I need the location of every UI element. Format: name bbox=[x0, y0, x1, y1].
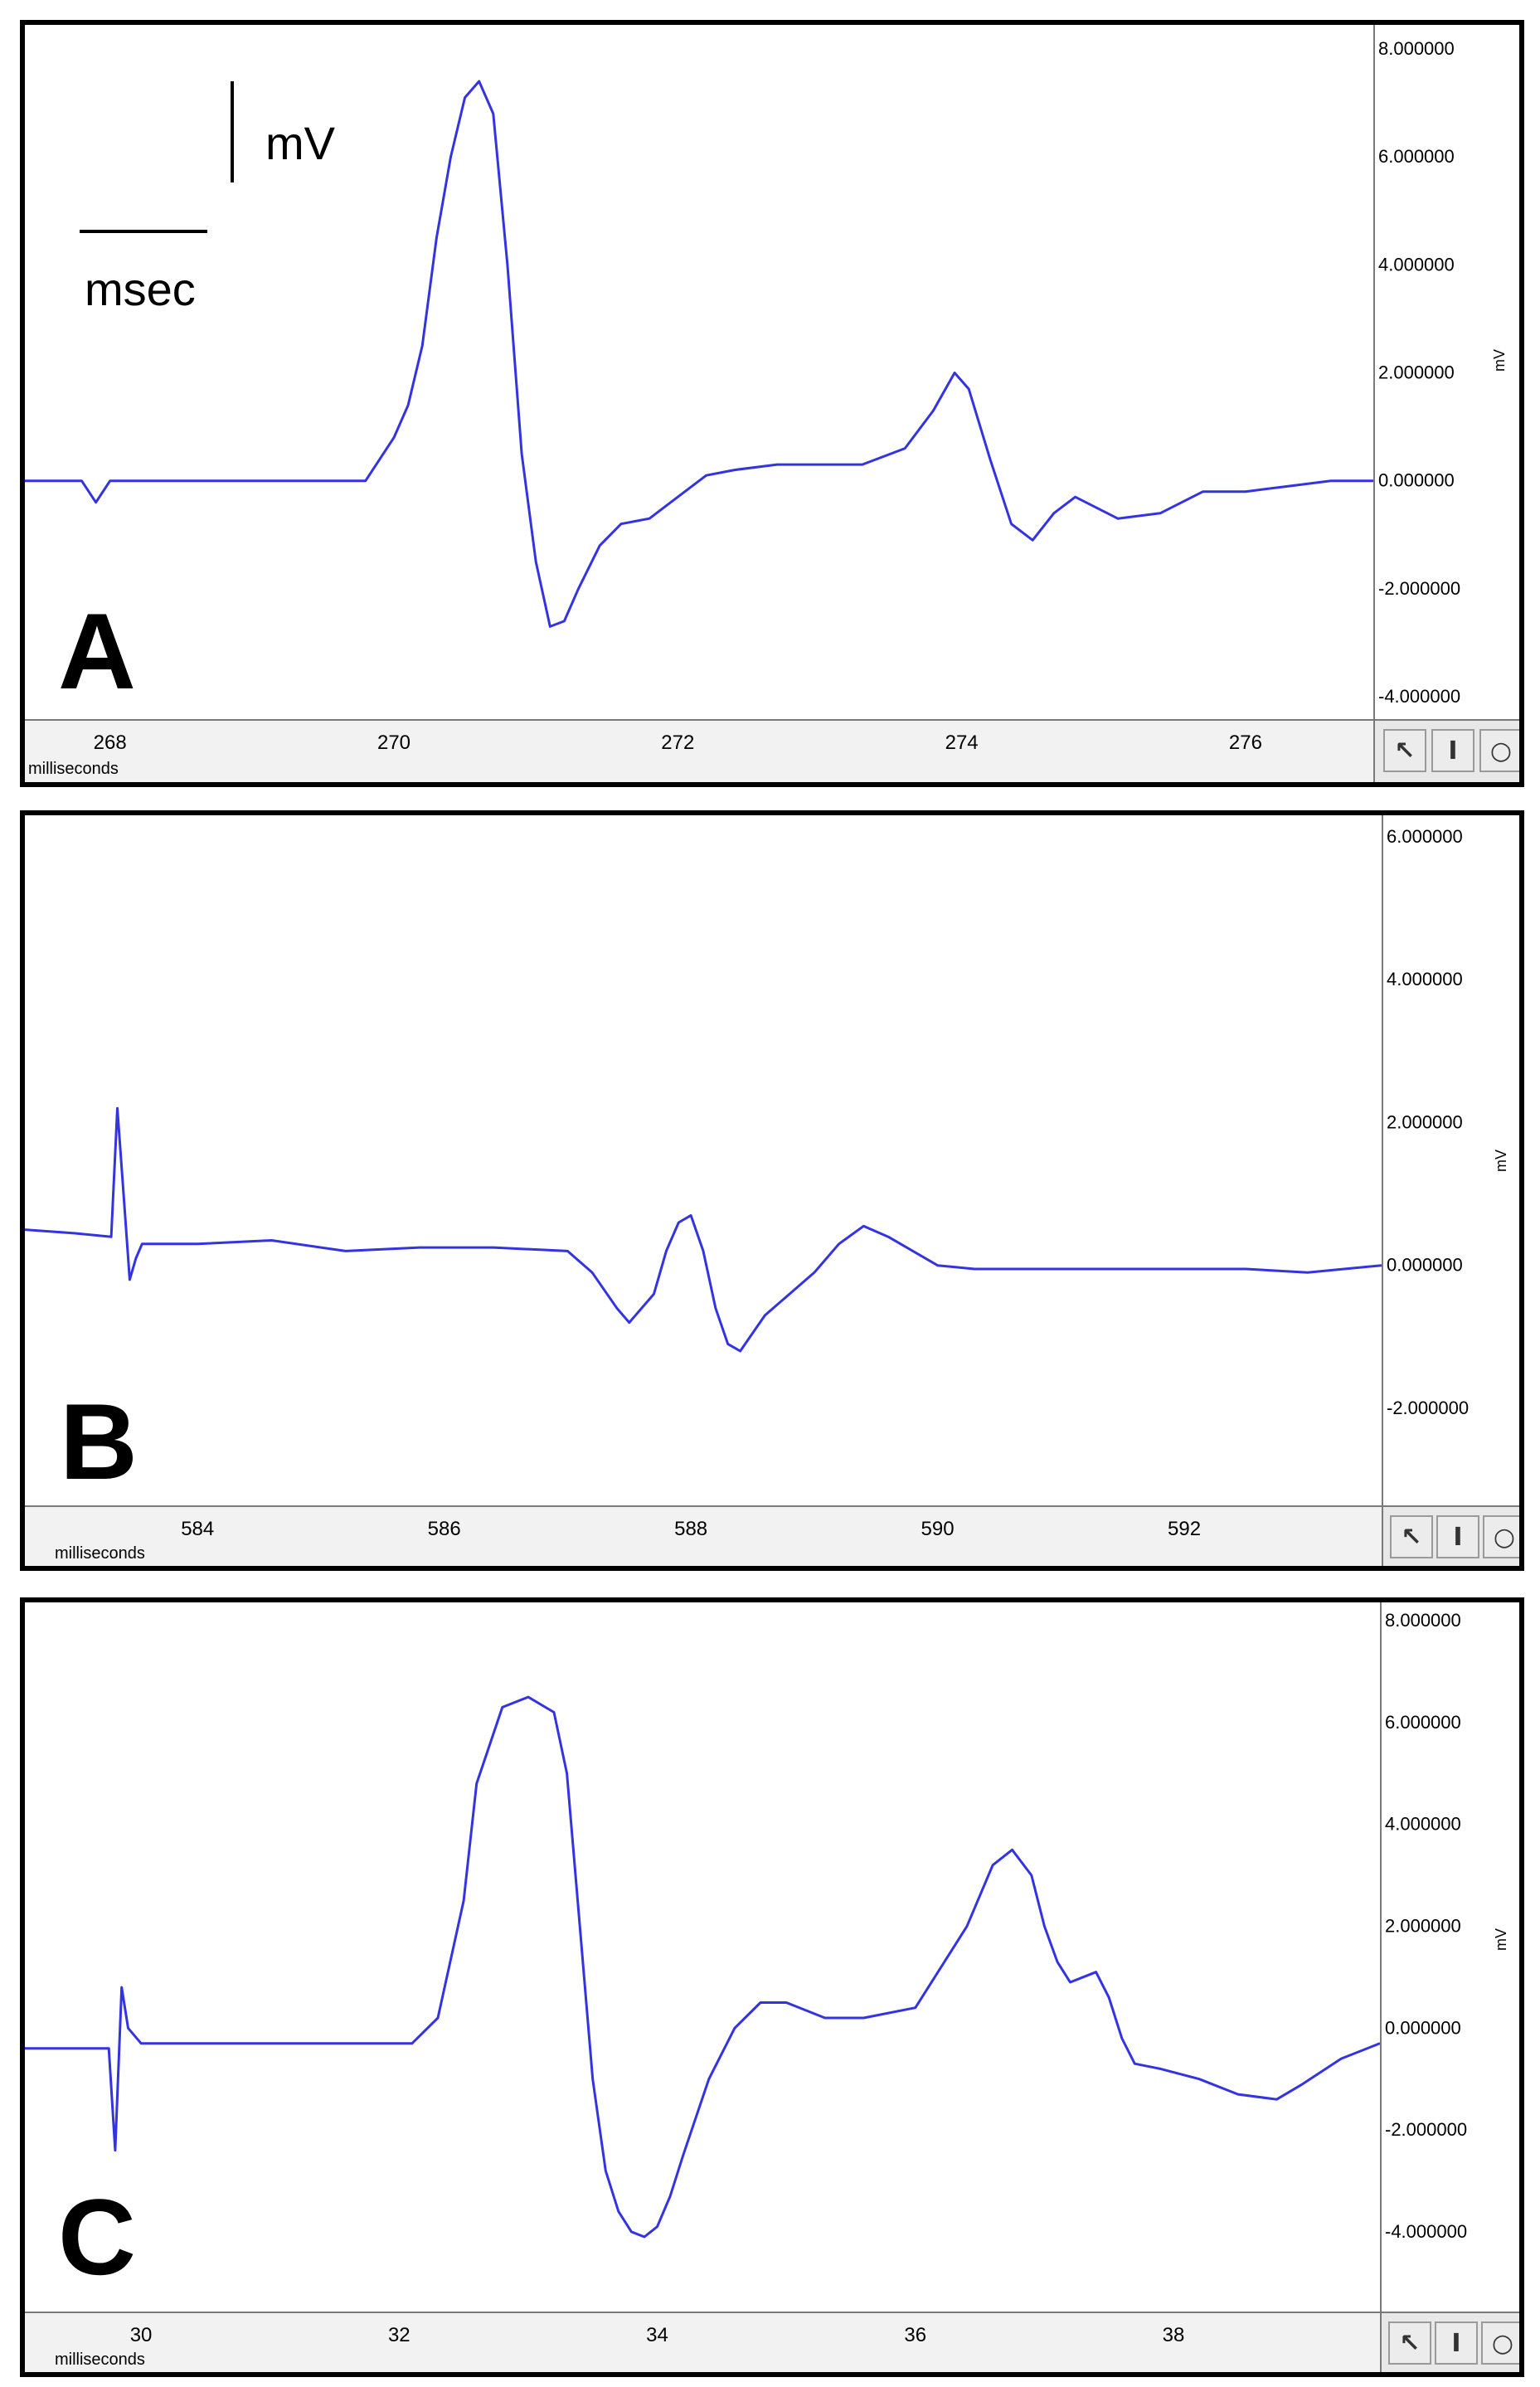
x-axis-label: milliseconds bbox=[55, 1544, 145, 1563]
x-tick-label: 586 bbox=[428, 1518, 461, 1540]
y-tick-label: 6.000000 bbox=[1378, 146, 1455, 167]
x-axis: 30 32 34 36 38 milliseconds bbox=[25, 2312, 1380, 2372]
text-cursor-icon[interactable]: I bbox=[1436, 1515, 1479, 1558]
x-axis-svg: 584 586 588 590 592 milliseconds bbox=[55, 1518, 1201, 1563]
x-tick-label: 588 bbox=[674, 1518, 707, 1540]
x-tick-labels: 584 586 588 590 592 bbox=[181, 1518, 1201, 1540]
trace-line bbox=[25, 1695, 1380, 2239]
plot-area: B bbox=[25, 815, 1382, 1505]
panel-letter: B bbox=[60, 1381, 138, 1502]
panel-letter: C bbox=[58, 2176, 136, 2297]
x-tick-label: 32 bbox=[388, 2324, 411, 2346]
x-tick-label: 276 bbox=[1229, 732, 1262, 754]
x-axis-svg: 268 270 272 274 276 milliseconds bbox=[28, 732, 1262, 778]
arrow-cursor-icon[interactable]: ↖ bbox=[1390, 1515, 1433, 1558]
zoom-icon[interactable]: ○ bbox=[1481, 2321, 1519, 2365]
y-tick-label: 6.000000 bbox=[1387, 826, 1463, 847]
x-axis: 268 270 272 274 276 milliseconds bbox=[25, 719, 1373, 782]
y-tick-label: 2.000000 bbox=[1385, 1915, 1461, 1936]
trace-line bbox=[25, 1106, 1382, 1353]
y-axis: 8.000000 6.000000 4.000000 2.000000 0.000000… bbox=[1373, 25, 1519, 719]
plot-svg bbox=[25, 1106, 1382, 1353]
y-axis-label: mV bbox=[1491, 349, 1508, 372]
x-tick-label: 36 bbox=[904, 2324, 926, 2346]
y-tick-label: 4.000000 bbox=[1387, 969, 1463, 989]
y-axis: 6.000000 4.000000 2.000000 0.000000 -2.00000… bbox=[1382, 815, 1519, 1505]
plot-svg bbox=[25, 1695, 1380, 2239]
x-tick-label: 30 bbox=[130, 2324, 153, 2346]
y-tick-label: 4.000000 bbox=[1385, 1814, 1461, 1835]
x-axis: 584 586 588 590 592 milliseconds bbox=[25, 1505, 1382, 1566]
x-tick-label: 272 bbox=[661, 732, 694, 754]
x-tick-label: 268 bbox=[94, 732, 127, 754]
arrow-cursor-icon[interactable]: ↖ bbox=[1388, 2321, 1431, 2365]
panel-a: mV msec A 8.000000 6.000000 4.000000 2.0000… bbox=[20, 20, 1524, 787]
scale-bar-x-label: msec bbox=[85, 263, 196, 315]
x-tick-label: 270 bbox=[377, 732, 411, 754]
tool-palette: ↖ I ○ bbox=[1382, 1505, 1519, 1566]
tool-palette: ↖ I ○ bbox=[1373, 719, 1519, 782]
y-axis-svg: 8.000000 6.000000 4.000000 2.000000 0.000000… bbox=[1378, 38, 1508, 707]
y-tick-label: -4.000000 bbox=[1385, 2221, 1467, 2242]
plot-area: mV msec A bbox=[25, 25, 1373, 719]
zoom-icon[interactable]: ○ bbox=[1479, 729, 1519, 772]
zoom-icon[interactable]: ○ bbox=[1483, 1515, 1519, 1558]
y-tick-label: 0.000000 bbox=[1378, 470, 1455, 491]
plot-area: C bbox=[25, 1602, 1380, 2312]
panel-letter: A bbox=[58, 591, 136, 712]
y-tick-label: -2.000000 bbox=[1385, 2119, 1467, 2140]
text-cursor-icon[interactable]: I bbox=[1435, 2321, 1478, 2365]
x-tick-label: 590 bbox=[921, 1518, 955, 1540]
x-tick-label: 274 bbox=[945, 732, 979, 754]
y-tick-labels: 8.000000 6.000000 4.000000 2.000000 0.000000… bbox=[1378, 38, 1460, 707]
y-axis-label: mV bbox=[1493, 1928, 1509, 1951]
panel-b: B 6.000000 4.000000 2.000000 0.000000 -2.000… bbox=[20, 810, 1524, 1571]
y-tick-label: 0.000000 bbox=[1387, 1255, 1463, 1276]
y-axis-svg: 6.000000 4.000000 2.000000 0.000000 -2.00000… bbox=[1387, 826, 1509, 1418]
trace-line bbox=[25, 80, 1373, 628]
plot-svg: mV msec bbox=[25, 80, 1373, 628]
y-tick-label: 6.000000 bbox=[1385, 1712, 1461, 1733]
x-tick-label: 34 bbox=[646, 2324, 668, 2346]
y-axis: 8.000000 6.000000 4.000000 2.000000 0.000000… bbox=[1380, 1602, 1519, 2312]
panel-c: C 8.000000 6.000000 4.000000 2.000000 0.0000… bbox=[20, 1597, 1524, 2377]
x-axis-label: milliseconds bbox=[55, 2351, 145, 2369]
y-tick-labels: 8.000000 6.000000 4.000000 2.000000 0.000000… bbox=[1385, 1610, 1467, 2242]
tool-palette: ↖ I ○ bbox=[1380, 2312, 1519, 2372]
arrow-cursor-icon[interactable]: ↖ bbox=[1383, 729, 1426, 772]
y-tick-label: 8.000000 bbox=[1385, 1610, 1461, 1631]
y-axis-svg: 8.000000 6.000000 4.000000 2.000000 0.000000… bbox=[1385, 1610, 1509, 2242]
x-axis-label: milliseconds bbox=[28, 760, 119, 778]
x-tick-label: 584 bbox=[181, 1518, 214, 1540]
x-tick-label: 38 bbox=[1163, 2324, 1185, 2346]
text-cursor-icon[interactable]: I bbox=[1431, 729, 1474, 772]
scale-bar-y-label: mV bbox=[265, 117, 336, 169]
x-tick-label: 592 bbox=[1168, 1518, 1201, 1540]
y-axis-label: mV bbox=[1493, 1150, 1509, 1172]
y-tick-labels: 6.000000 4.000000 2.000000 0.000000 -2.00000… bbox=[1387, 826, 1469, 1418]
y-tick-label: 4.000000 bbox=[1378, 254, 1455, 275]
y-tick-label: -2.000000 bbox=[1387, 1398, 1469, 1418]
y-tick-label: 8.000000 bbox=[1378, 38, 1455, 59]
x-tick-labels: 30 32 34 36 38 bbox=[130, 2324, 1185, 2346]
y-tick-label: 2.000000 bbox=[1378, 362, 1455, 383]
x-axis-svg: 30 32 34 36 38 milliseconds bbox=[55, 2324, 1185, 2369]
y-tick-label: -4.000000 bbox=[1378, 686, 1460, 707]
y-tick-label: -2.000000 bbox=[1378, 578, 1460, 599]
y-tick-label: 0.000000 bbox=[1385, 2017, 1461, 2038]
y-tick-label: 2.000000 bbox=[1387, 1111, 1463, 1132]
x-tick-labels: 268 270 272 274 276 bbox=[94, 732, 1262, 754]
